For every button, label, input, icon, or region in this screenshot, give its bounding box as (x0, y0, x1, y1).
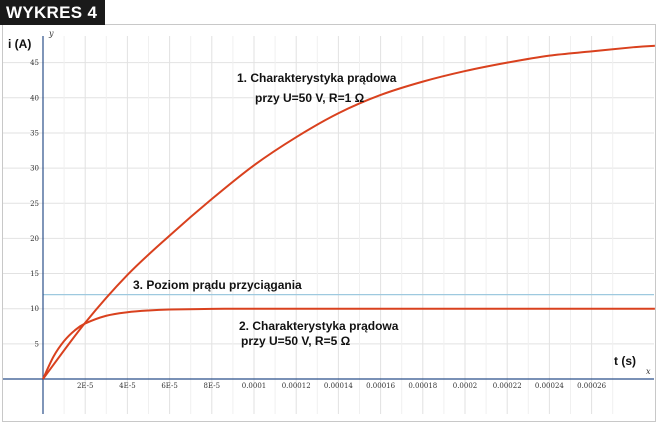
y-tick-label: 5 (35, 340, 39, 348)
axes (3, 36, 654, 414)
annotation-1-line-2: przy U=50 V, R=1 Ω (255, 91, 365, 105)
annotations: 1. Charakterystyka prądowa przy U=50 V, … (133, 71, 399, 348)
series-line-2 (42, 307, 655, 380)
x-tick-label: 0.00024 (535, 382, 564, 390)
x-tick-label: 0.0001 (242, 382, 267, 390)
x-tick-label: 0.00016 (366, 382, 395, 390)
y-tick-label: 35 (30, 129, 39, 137)
y-tick-label: 30 (30, 165, 39, 173)
x-tick-label: 4E-5 (119, 382, 136, 390)
chart-frame (2, 24, 656, 422)
x-tick-label: 0.00018 (408, 382, 437, 390)
annotation-2-line-2: przy U=50 V, R=5 Ω (241, 334, 351, 348)
y-tick-label: 15 (30, 270, 39, 278)
figure-badge: WYKRES 4 (0, 0, 106, 25)
annotation-2-line-1: 2. Charakterystyka prądowa (239, 319, 399, 333)
x-tick-label: 2E-5 (77, 382, 94, 390)
y-tick-label: 45 (30, 59, 39, 67)
annotation-3-line-1: 3. Poziom prądu przyciągania (133, 278, 302, 292)
x-tick-label: 0.00012 (282, 382, 311, 390)
x-tick-label: 6E-5 (161, 382, 178, 390)
grid (3, 36, 654, 414)
tick-labels: 2E-5 4E-5 6E-5 8E-5 0.0001 0.00012 0.00014 0.00… (30, 59, 607, 390)
x-tick-label: 8E-5 (204, 382, 221, 390)
y-tick-label: 25 (30, 200, 39, 208)
x-tick-label: 0.00014 (324, 382, 353, 390)
series-line-1 (42, 44, 655, 380)
y-axis-title: i (A) (8, 37, 31, 51)
axis-labels: i (A) y t (s) x (8, 29, 651, 376)
y-tick-label: 20 (30, 235, 39, 243)
x-tick-label: 0.00022 (493, 382, 522, 390)
x-axis-title: t (s) (614, 354, 636, 368)
y-tick-label: 40 (30, 94, 39, 102)
x-tick-label: 0.00026 (577, 382, 606, 390)
y-axis-letter: y (48, 29, 54, 38)
x-tick-label: 0.0002 (453, 382, 478, 390)
y-tick-label: 10 (30, 305, 39, 313)
x-axis-letter: x (646, 367, 651, 376)
series (42, 44, 655, 380)
annotation-1-line-1: 1. Charakterystyka prądowa (237, 71, 397, 85)
